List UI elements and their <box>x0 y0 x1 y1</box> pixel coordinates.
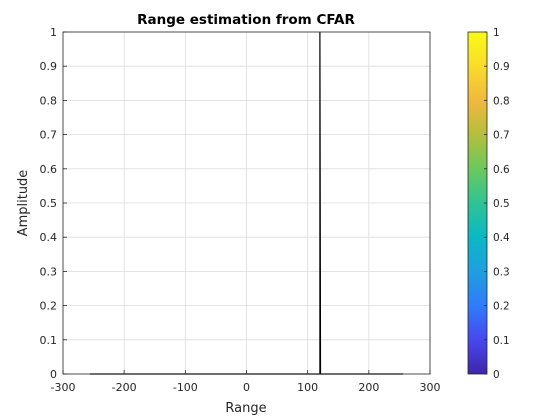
x-tick-label: -300 <box>51 381 76 394</box>
y-tick-label: 0.8 <box>40 94 58 107</box>
colorbar-tick-label: 0.6 <box>493 164 510 176</box>
y-tick-label: 0.4 <box>40 231 58 244</box>
colorbar-tick-label: 0.1 <box>493 335 510 347</box>
y-tick-label: 0.2 <box>40 300 58 313</box>
x-tick-label: 100 <box>297 381 318 394</box>
x-tick-label: -100 <box>173 381 198 394</box>
colorbar-tick-label: 0.4 <box>493 232 510 244</box>
x-tick-label: 0 <box>243 381 250 394</box>
y-tick-label: 0.9 <box>40 60 58 73</box>
colorbar-tick-label: 1 <box>493 27 500 39</box>
chart-title: Range estimation from CFAR <box>137 12 355 28</box>
y-tick-label: 0 <box>50 368 57 381</box>
colorbar-tick-label: 0.8 <box>493 95 510 107</box>
y-tick-label: 0.6 <box>40 163 58 176</box>
colorbar-tick-label: 0.7 <box>493 130 510 142</box>
colorbar-tick-label: 0 <box>493 369 500 381</box>
colorbar: 0 0.1 0.2 0.3 0.4 0.5 0.6 0.7 0.8 0.9 1 <box>467 27 510 381</box>
y-tick-label: 1 <box>50 26 57 39</box>
colorbar-tick-label: 0.2 <box>493 301 510 313</box>
y-tick-label: 0.1 <box>40 334 58 347</box>
colorbar-tick-label: 0.5 <box>493 198 510 210</box>
y-axis-label: Amplitude <box>16 170 31 237</box>
y-tick-label: 0.3 <box>40 265 58 278</box>
ticks: -300 -200 -100 0 100 200 300 0 0.1 0.2 0.3 0.4 0.5 0.… <box>40 26 441 394</box>
x-axis-label: Range <box>225 401 266 416</box>
colorbar-tick-label: 0.3 <box>493 266 510 278</box>
x-tick-label: 200 <box>358 381 379 394</box>
x-tick-label: 300 <box>420 381 441 394</box>
colorbar-tick-label: 0.9 <box>493 61 510 73</box>
y-tick-label: 0.7 <box>40 129 58 142</box>
x-tick-label: -200 <box>112 381 137 394</box>
y-tick-label: 0.5 <box>40 197 58 210</box>
